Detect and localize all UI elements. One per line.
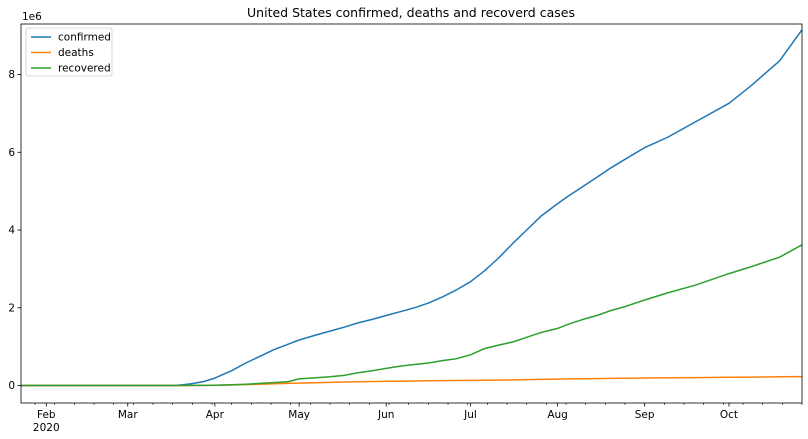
legend: confirmed deaths recovered xyxy=(25,27,113,77)
plot-frame xyxy=(20,23,803,404)
y-axis-scale-label: 1e6 xyxy=(22,11,42,23)
y-tick-label: 4 xyxy=(8,225,15,237)
legend-label-deaths: deaths xyxy=(58,47,94,59)
series-line-deaths xyxy=(21,375,803,387)
x-year-label: 2020 xyxy=(33,422,60,434)
y-tick-label: 6 xyxy=(8,147,15,159)
y-tick-label: 8 xyxy=(8,69,15,81)
y-tick-label: 0 xyxy=(8,380,15,392)
x-tick-label: Mar xyxy=(118,409,138,421)
x-tick-label: Jun xyxy=(377,409,394,421)
x-tick-label: Apr xyxy=(206,409,225,421)
legend-label-recovered: recovered xyxy=(58,63,111,75)
series-line-recovered xyxy=(21,244,803,387)
x-tick-label: Sep xyxy=(635,409,655,421)
x-tick-label: May xyxy=(288,409,310,421)
chart-title: United States confirmed, deaths and reco… xyxy=(247,5,575,20)
x-tick-label: Aug xyxy=(547,409,568,421)
x-tick-label: Oct xyxy=(720,409,738,421)
x-tick-label: Jul xyxy=(463,409,477,421)
series-line-confirmed xyxy=(21,29,803,387)
y-tick-label: 2 xyxy=(8,302,15,314)
legend-label-confirmed: confirmed xyxy=(58,32,111,44)
x-tick-label: Feb xyxy=(37,409,56,421)
legend-box xyxy=(25,27,113,77)
